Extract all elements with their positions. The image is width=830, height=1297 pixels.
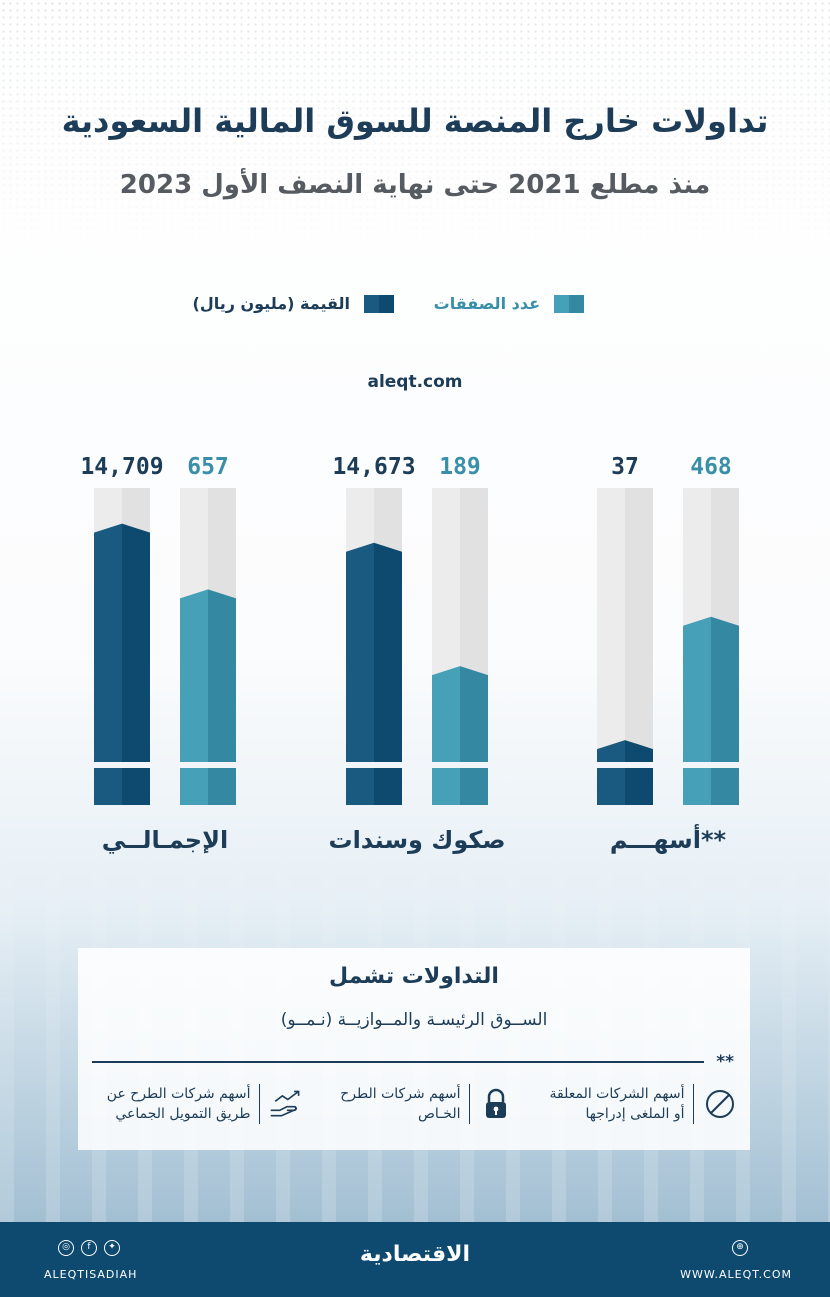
category-label: صكوك وسندات <box>328 826 505 854</box>
bar <box>625 740 653 762</box>
bar-track <box>625 488 653 762</box>
bar-base <box>597 768 625 805</box>
data-label: 657 <box>187 454 229 480</box>
brand-logo: الاقتصادية <box>359 1242 471 1267</box>
info-separator <box>692 1084 694 1124</box>
bar <box>432 666 460 762</box>
info-text: أسهم شركات الطرح عن طريق التمويل الجماعي <box>106 1086 251 1122</box>
data-label: 37 <box>611 454 639 480</box>
info-box: التداولات تشمل الســوق الرئيسـة والمــوا… <box>78 948 750 1150</box>
bar <box>683 616 711 762</box>
bar-base <box>208 768 236 805</box>
info-text: أسهم شركات الطرح الخـاص <box>340 1086 461 1122</box>
category-label: **أسهـــم <box>610 824 727 854</box>
legend-swatch-value <box>364 294 394 313</box>
legend-label-count: عدد الصفقات <box>433 294 540 313</box>
chart-legend: عدد الصفقات القيمة (مليون ريال) <box>0 294 830 318</box>
source-site: aleqt.com <box>367 372 463 392</box>
bar-base <box>94 768 122 805</box>
data-label: 468 <box>690 454 732 480</box>
facebook-icon[interactable]: f <box>81 1240 97 1256</box>
prohibited-icon <box>702 1086 738 1122</box>
instagram-icon[interactable]: ◎ <box>58 1240 74 1256</box>
bar <box>460 666 488 762</box>
bar-base <box>346 768 374 805</box>
info-item-private: أسهم شركات الطرح الخـاص <box>340 1084 514 1124</box>
page-subtitle: منذ مطلع 2021 حتى نهاية النصف الأول 2023 <box>119 170 711 200</box>
info-subtitle: الســوق الرئيسـة والمــوازيــة (نـمــو) <box>280 1010 548 1030</box>
info-item-suspended: أسهم الشركات المعلقة أو الملغى إدراجها <box>550 1084 739 1124</box>
bar-base <box>432 768 460 805</box>
website-link[interactable]: WWW.ALEQT.COM <box>680 1268 792 1281</box>
bar-base <box>122 768 150 805</box>
footer-bar: ◎ f ✦ ALEQTISADIAH الاقتصادية ⊕ WWW.ALEQ… <box>0 1222 830 1297</box>
bar <box>122 523 150 762</box>
info-separator <box>468 1084 470 1124</box>
bar-base <box>683 768 711 805</box>
bar <box>346 542 374 762</box>
bar-base <box>460 768 488 805</box>
bar <box>94 523 122 762</box>
twitter-icon[interactable]: ✦ <box>104 1240 120 1256</box>
social-icons: ◎ f ✦ <box>58 1240 120 1256</box>
page-title: تداولات خارج المنصة للسوق المالية السعود… <box>61 102 769 140</box>
bar-base <box>711 768 739 805</box>
bar-base <box>374 768 402 805</box>
bar <box>180 589 208 762</box>
social-handle[interactable]: ALEQTISADIAH <box>44 1268 138 1281</box>
info-divider <box>92 1061 704 1063</box>
bar <box>208 589 236 762</box>
info-title: التداولات تشمل <box>329 964 499 989</box>
dotted-background <box>0 0 830 260</box>
bar-base <box>625 768 653 805</box>
legend-swatch-count <box>554 294 584 313</box>
info-text: أسهم الشركات المعلقة أو الملغى إدراجها <box>549 1086 685 1122</box>
bar-base <box>180 768 208 805</box>
data-label: 14,709 <box>80 454 163 480</box>
hand-growth-icon <box>268 1086 304 1122</box>
globe-icon[interactable]: ⊕ <box>732 1240 748 1256</box>
legend-label-value: القيمة (مليون ريال) <box>192 294 351 313</box>
legend-item-value: القيمة (مليون ريال) <box>192 294 394 313</box>
bar-track <box>597 488 625 762</box>
legend-item-count: عدد الصفقات <box>434 294 584 313</box>
data-label: 14,673 <box>332 454 415 480</box>
bar <box>374 542 402 762</box>
lock-icon <box>478 1086 514 1122</box>
bar <box>711 616 739 762</box>
info-stars: ** <box>716 1052 734 1072</box>
bar-chart: 14,709 657 الإجمـالــي 14,673 189 صكوك وسندات… <box>80 454 739 854</box>
info-separator <box>258 1084 260 1124</box>
info-item-crowdfunding: أسهم شركات الطرح عن طريق التمويل الجماعي <box>107 1084 304 1124</box>
bar <box>597 740 625 762</box>
data-label: 189 <box>439 454 481 480</box>
category-label: الإجمـالــي <box>102 826 228 854</box>
